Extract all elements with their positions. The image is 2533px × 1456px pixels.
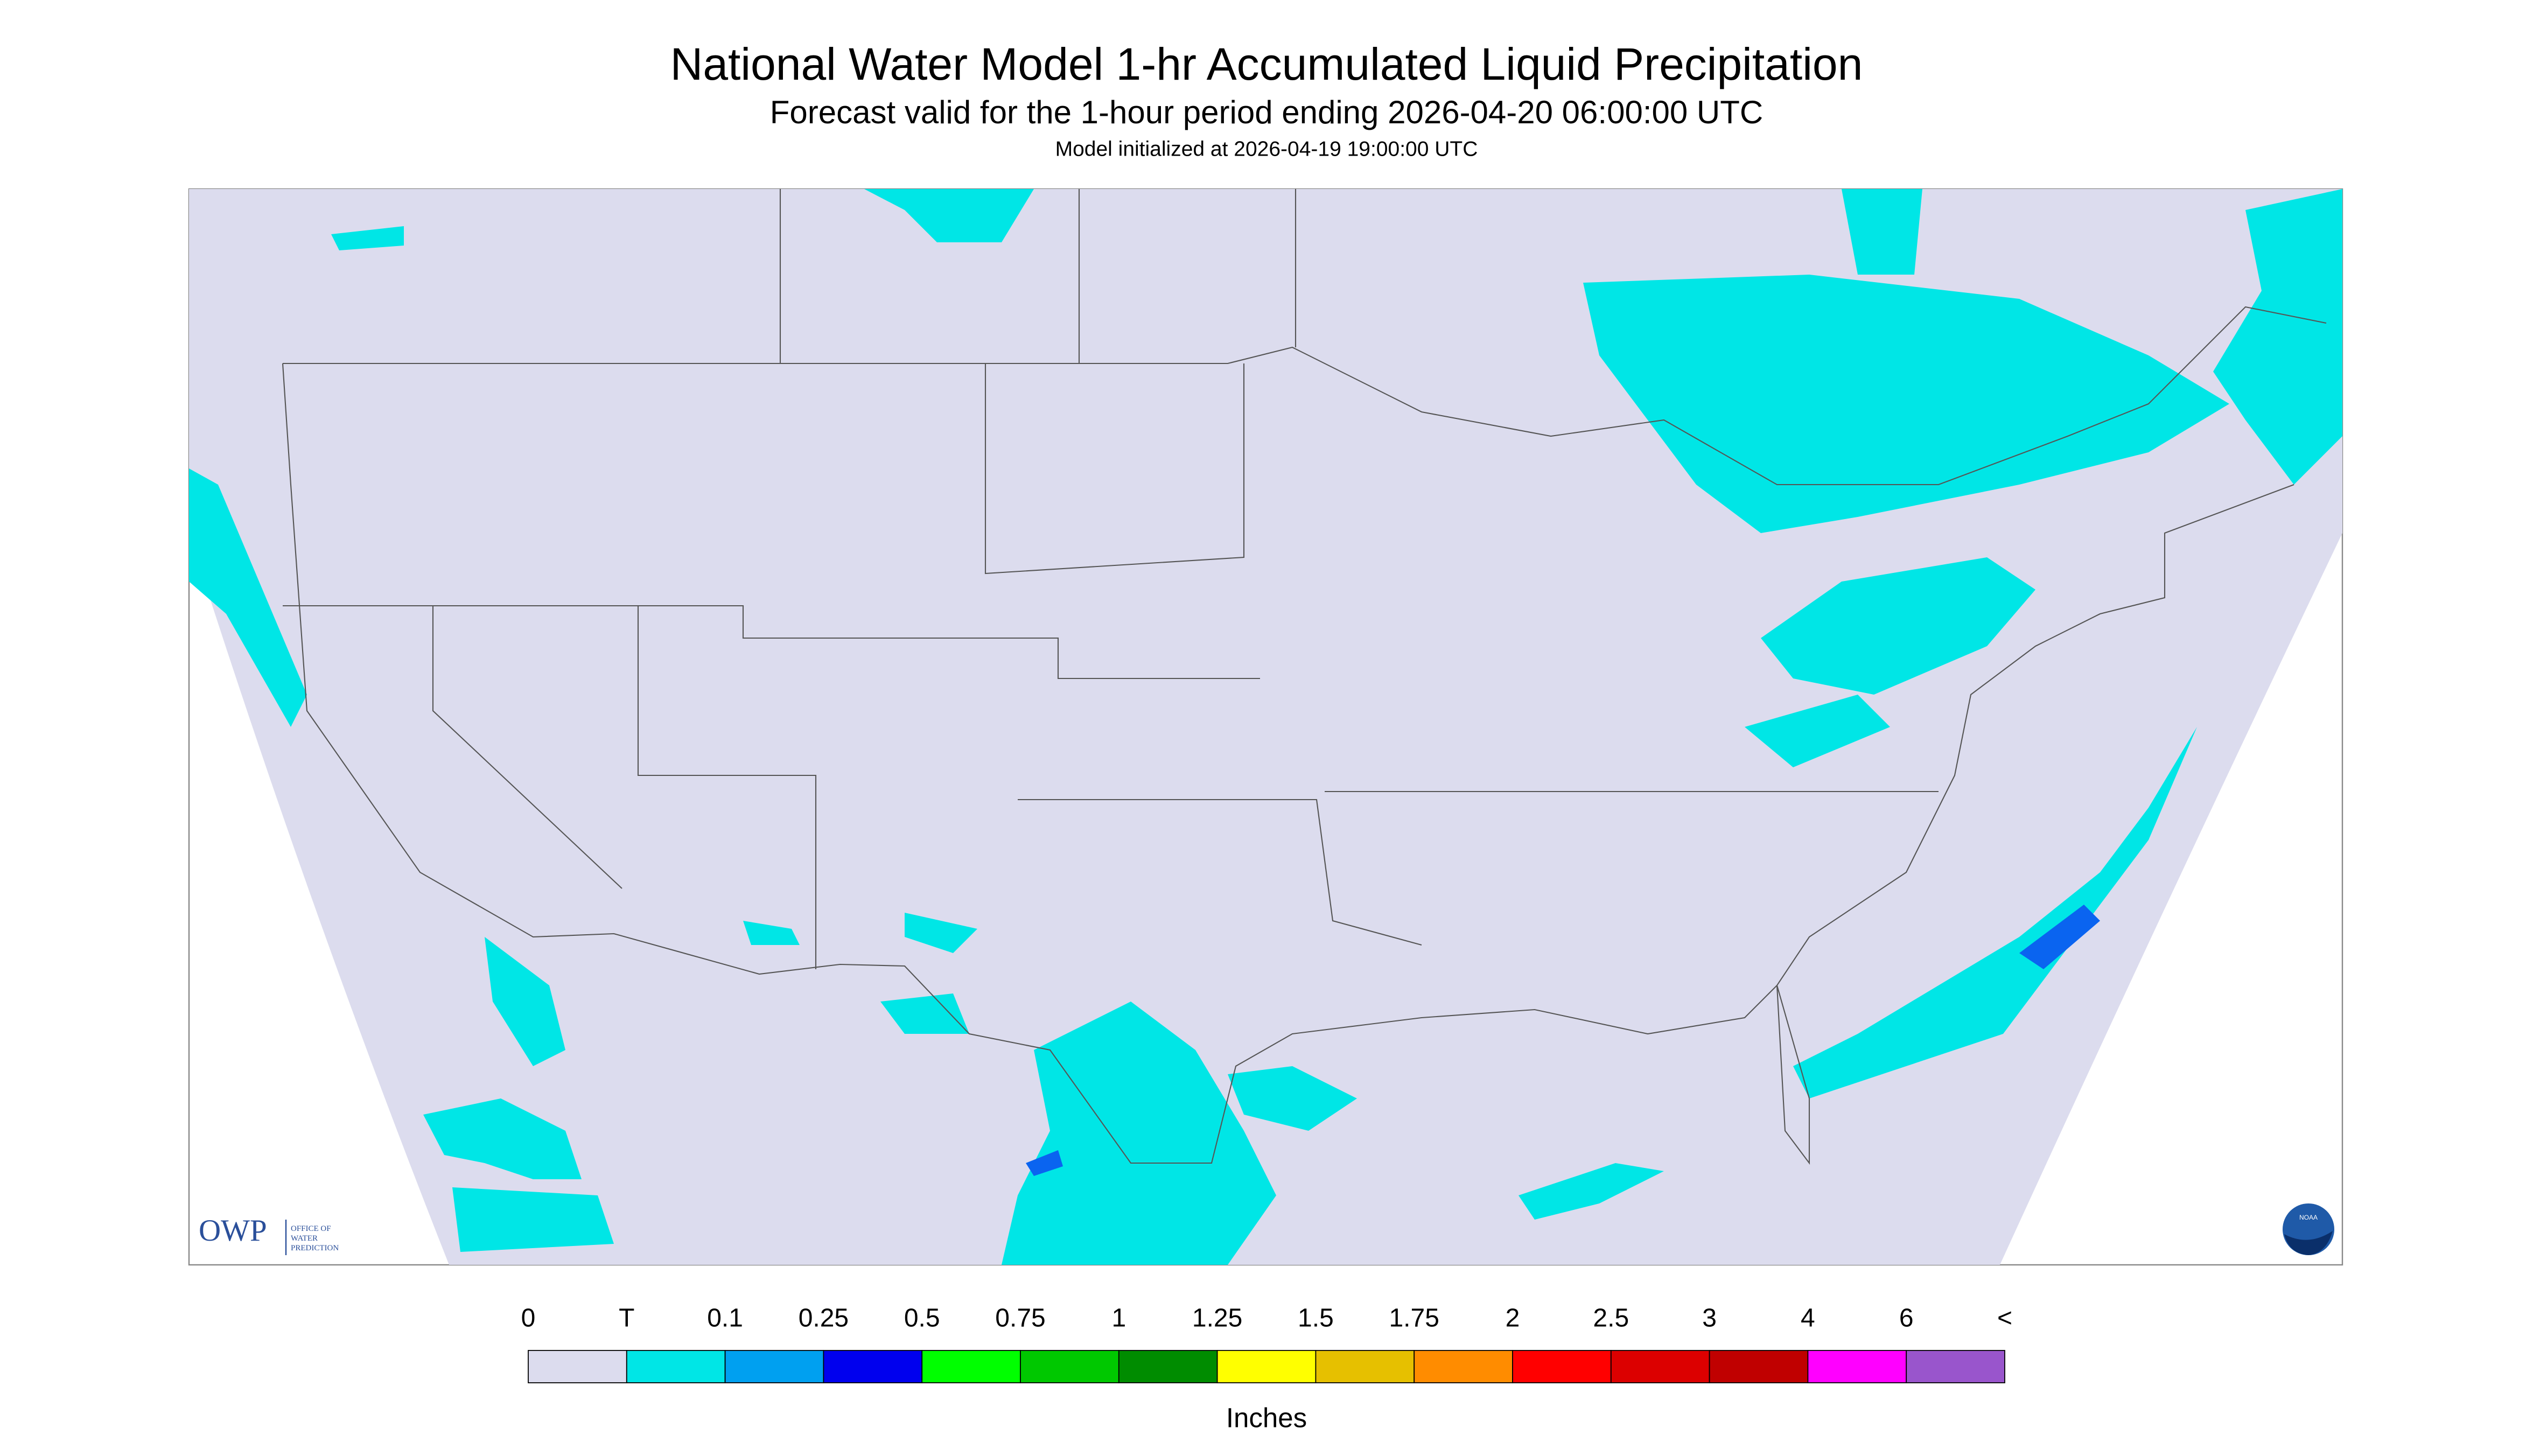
rain-area xyxy=(905,913,977,953)
rain-area xyxy=(1793,727,2197,1098)
legend-label: 6 xyxy=(1899,1304,1914,1333)
legend-swatch xyxy=(1906,1350,2005,1383)
rain-area xyxy=(743,921,800,945)
legend-swatch xyxy=(823,1350,923,1383)
owp-logo-text: OWP xyxy=(199,1214,267,1248)
rain-area xyxy=(189,468,307,727)
legend-label: 4 xyxy=(1801,1304,1815,1333)
legend-label: 1 xyxy=(1111,1304,1126,1333)
legend-swatch xyxy=(921,1350,1021,1383)
noaa-logo-text: NOAA xyxy=(2299,1214,2318,1221)
rain-area xyxy=(880,993,969,1034)
heavy-rain-area xyxy=(1026,1150,1063,1176)
legend-label: < xyxy=(1997,1304,2012,1333)
noaa-logo-wave xyxy=(2284,1231,2333,1255)
rain-area xyxy=(1745,695,1890,767)
owp-logo-office: OFFICE OF xyxy=(291,1224,331,1233)
legend-swatch xyxy=(1512,1350,1612,1383)
legend-label: T xyxy=(619,1304,634,1333)
state-border xyxy=(432,606,622,889)
figure: National Water Model 1-hr Accumulated Li… xyxy=(188,39,2343,1433)
rain-area xyxy=(1842,189,1922,275)
rain-area xyxy=(331,226,404,250)
legend-label: 1.75 xyxy=(1389,1304,1439,1333)
rain-area xyxy=(1228,1066,1357,1131)
state-border xyxy=(283,605,1260,680)
title: National Water Model 1-hr Accumulated Li… xyxy=(670,39,1863,89)
state-border xyxy=(1018,799,1422,946)
heavy-rain-area xyxy=(2019,905,2100,969)
rain-area xyxy=(452,1187,614,1252)
rain-area xyxy=(864,189,1034,242)
legend-swatch xyxy=(1020,1350,1119,1383)
rain-area xyxy=(485,937,565,1066)
init-time: Model initialized at 2026-04-19 19:00:00… xyxy=(1055,137,1478,160)
legend: 0 T 0.1 0.25 0.5 0.75 1 1.25 1.5 1.75 2 2.5 3 4 6 < xyxy=(521,1304,2012,1383)
legend-label: 1.25 xyxy=(1192,1304,1242,1333)
owp-logo: OWP OFFICE OF WATER PREDICTION xyxy=(199,1214,339,1255)
legend-label: 2.5 xyxy=(1593,1304,1629,1333)
map: OWP OFFICE OF WATER PREDICTION NOAA xyxy=(188,188,2343,1266)
rain-area xyxy=(423,1098,582,1179)
legend-label: 1.5 xyxy=(1298,1304,1334,1333)
rain-area xyxy=(1583,275,2229,533)
owp-logo-office: WATER xyxy=(291,1234,318,1243)
boundaries xyxy=(282,189,2327,1165)
legend-label: 0.5 xyxy=(904,1304,940,1333)
legend-swatch xyxy=(1709,1350,1809,1383)
owp-logo-office: PREDICTION xyxy=(291,1244,339,1252)
rain-area xyxy=(1519,1163,1664,1220)
legend-units: Inches xyxy=(1226,1402,1307,1433)
legend-label: 3 xyxy=(1702,1304,1717,1333)
rain-area xyxy=(2213,189,2342,485)
rain-area xyxy=(1002,1002,1276,1265)
coastline xyxy=(282,363,2294,1165)
legend-swatch xyxy=(1414,1350,1513,1383)
legend-label: 2 xyxy=(1506,1304,1520,1333)
legend-swatch xyxy=(1610,1350,1710,1383)
legend-swatch xyxy=(724,1350,824,1383)
noaa-logo: NOAA xyxy=(2283,1203,2334,1255)
legend-label: 0 xyxy=(521,1304,536,1333)
legend-label: 0.1 xyxy=(707,1304,743,1333)
legend-swatch xyxy=(1216,1350,1317,1383)
legend-label: 0.75 xyxy=(995,1304,1045,1333)
state-border xyxy=(984,363,1245,575)
legend-swatch xyxy=(1807,1350,1907,1383)
state-border xyxy=(637,606,817,969)
legend-label: 0.25 xyxy=(799,1304,849,1333)
rain-area xyxy=(1761,557,2035,695)
legend-swatch xyxy=(1118,1350,1218,1383)
legend-swatch xyxy=(1315,1350,1415,1383)
legend-swatch xyxy=(528,1350,627,1383)
legend-swatch xyxy=(626,1350,726,1383)
border xyxy=(283,306,2327,486)
precip-areas xyxy=(189,189,2342,1265)
subtitle: Forecast valid for the 1-hour period end… xyxy=(770,94,1763,130)
